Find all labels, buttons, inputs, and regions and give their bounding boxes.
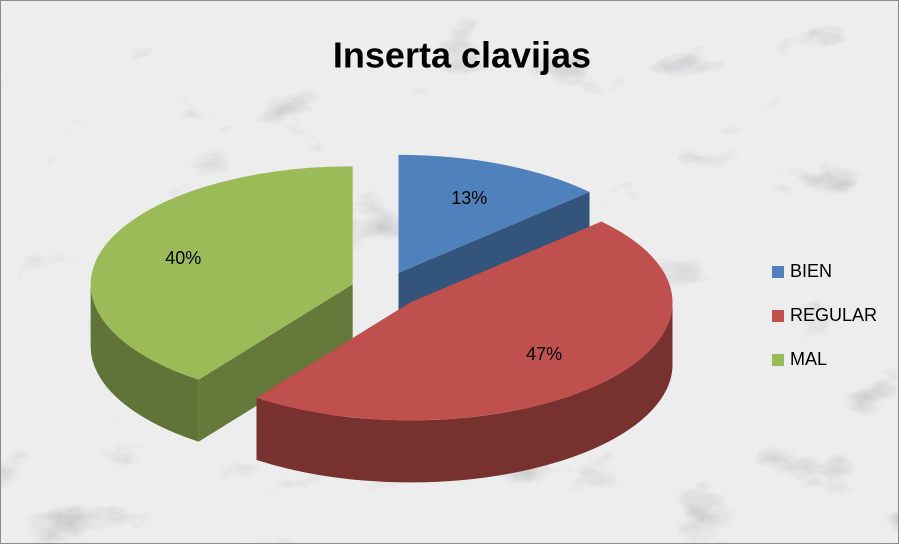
data-label: 40%: [165, 248, 201, 268]
slice-side-shade: [256, 302, 673, 483]
data-label: 47%: [526, 344, 562, 364]
slice: 47%: [256, 221, 673, 483]
legend-swatch: [772, 354, 784, 366]
slice-side-shade: [90, 284, 199, 442]
pie: 13% 40% 47%: [90, 154, 673, 483]
slice-top: [398, 154, 590, 273]
legend-swatch: [772, 310, 784, 322]
slice-top: [256, 221, 673, 421]
legend: BIEN REGULAR MAL: [772, 261, 877, 369]
slice-top: [90, 166, 353, 380]
slice-side: [90, 284, 199, 442]
chart-title: Inserta clavijas: [333, 35, 591, 76]
slice-side: [198, 284, 353, 442]
data-label: 13%: [451, 188, 487, 208]
legend-label: MAL: [790, 349, 827, 369]
slice-side: [256, 302, 673, 483]
legend-swatch: [772, 266, 784, 278]
slice: 40%: [90, 166, 353, 442]
legend-label: REGULAR: [790, 305, 877, 325]
legend-label: BIEN: [790, 261, 832, 281]
slice-side-shade: [198, 284, 353, 442]
